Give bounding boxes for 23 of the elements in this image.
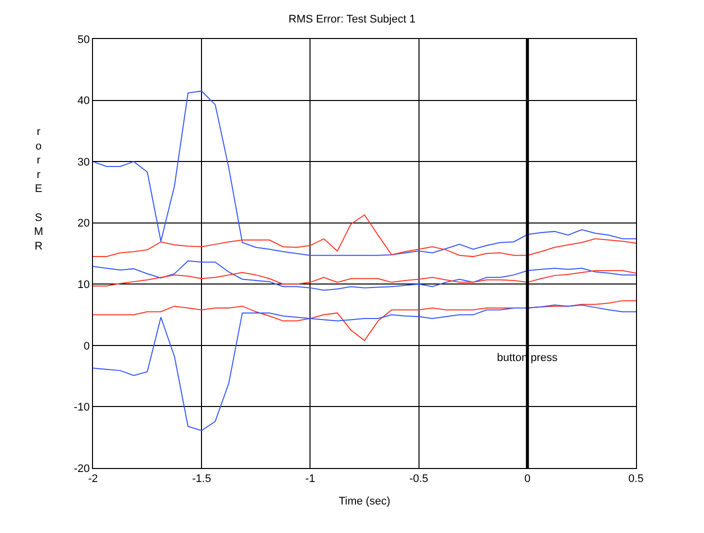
y-tick-label: -20 [74, 462, 90, 475]
x-tick-label: -1 [305, 473, 316, 486]
y-tick-label: 10 [78, 278, 90, 291]
line-series [93, 304, 636, 432]
x-tick-label: -2 [88, 473, 98, 486]
x-tick-label: 0.5 [628, 473, 644, 486]
line-series [93, 300, 636, 342]
x-tick-label: 0 [524, 473, 530, 486]
chart-title: RMS Error: Test Subject 1 [288, 14, 416, 26]
y-tick-label: 40 [78, 95, 90, 108]
y-tick-label: 20 [78, 218, 90, 230]
x-tick-label: -0.5 [409, 473, 428, 486]
line-series [93, 260, 636, 291]
line-series [93, 270, 636, 286]
x-axis-title: Time (sec) [338, 495, 390, 508]
y-tick-label: -10 [74, 402, 90, 414]
text: rorrE SMR [34, 126, 44, 252]
line-series [93, 90, 636, 256]
line-series [93, 214, 636, 258]
y-tick-label: 30 [78, 156, 90, 168]
y-tick-label: 50 [78, 34, 90, 46]
y-tick-label: 0 [84, 340, 90, 352]
x-tick-label: -1.5 [192, 473, 212, 486]
